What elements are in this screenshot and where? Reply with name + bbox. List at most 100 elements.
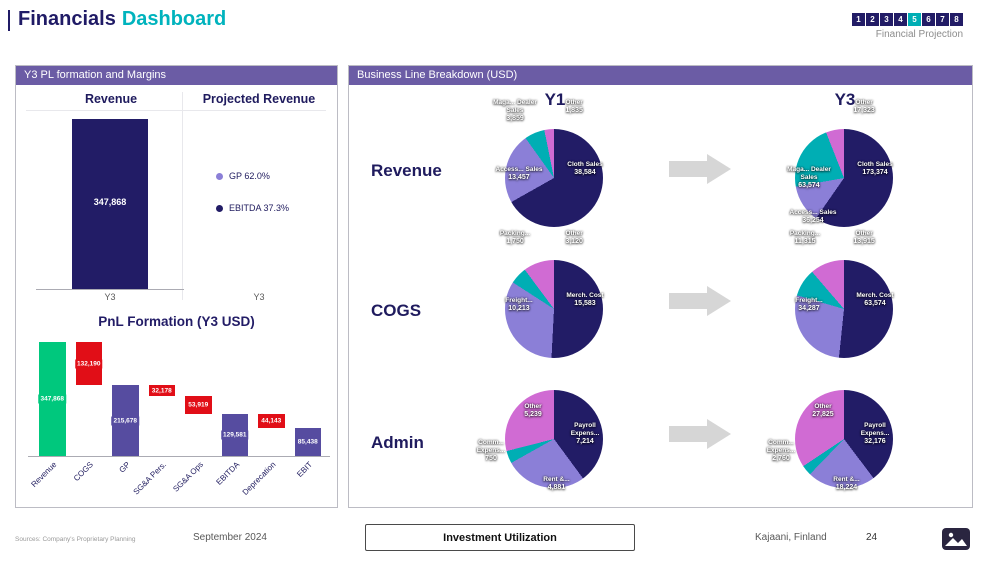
- pie-revenue-y3: Cloth Sales 173,374 Access... Sales 36,254 M…: [787, 99, 893, 227]
- page-button[interactable]: 4: [894, 13, 907, 26]
- waterfall-category-label: SG&A Ops: [170, 460, 205, 494]
- waterfall-column: 347,868 Revenue: [30, 342, 71, 489]
- pager-label: Financial Projection: [875, 29, 963, 40]
- waterfall-bar-value: 132,190: [75, 359, 103, 369]
- footer-date: September 2024: [193, 532, 267, 543]
- pie-disc: [795, 260, 893, 358]
- x-axis-label: Y3: [104, 292, 116, 302]
- row-label-admin: Admin: [371, 433, 424, 452]
- legend-item: GP 62.0%: [216, 171, 289, 181]
- waterfall-bar-value: 215,678: [111, 416, 139, 426]
- waterfall-column: 44,143 Deprecation: [241, 342, 290, 497]
- footer-source: Sources: Company's Proprietary Planning: [15, 536, 136, 543]
- column-header-y3: Y3: [834, 90, 856, 109]
- page-button[interactable]: 1: [852, 13, 865, 26]
- footer-location: Kajaani, Finland: [755, 532, 827, 543]
- pie-slice-label: Packing... 11,315: [789, 230, 821, 245]
- waterfall-category-label: EBIT: [295, 460, 315, 479]
- revenue-bar-chart: 347,868 Y3: [36, 114, 184, 302]
- arrow-icon: [669, 286, 731, 316]
- pie-admin-y3: Payroll Expens... 32,176 Rent &... 18,224 Co…: [767, 390, 893, 491]
- left-panel: Y3 PL formation and Margins Revenue Proj…: [15, 65, 338, 508]
- waterfall-category-label: SG&A Pers.: [131, 460, 169, 497]
- pie-slice-label: Packing... 1,750: [499, 230, 531, 245]
- waterfall-axis-line: [28, 456, 330, 457]
- pie-revenue-y1: Cloth Sales 38,584 Access... Sales 13,457 Ma…: [493, 99, 603, 227]
- waterfall-bar: 53,919: [185, 395, 212, 414]
- row-label-revenue: Revenue: [371, 161, 442, 180]
- waterfall-category-label: Deprecation: [240, 460, 278, 497]
- waterfall-bar-value: 85,438: [295, 437, 320, 447]
- right-panel-header: Business Line Breakdown (USD): [349, 66, 972, 85]
- pie-slice-label: Other 13,915: [853, 230, 875, 245]
- arrow-icon: [669, 154, 731, 184]
- waterfall-category-label: GP: [117, 460, 132, 475]
- page-button[interactable]: 8: [950, 13, 963, 26]
- waterfall-bar: 215,678: [111, 385, 139, 456]
- waterfall-category-label: COGS: [72, 460, 96, 484]
- left-panel-header: Y3 PL formation and Margins: [16, 66, 337, 85]
- column-divider: [182, 92, 183, 300]
- waterfall-bar: 129,581: [221, 413, 249, 456]
- waterfall-bar-value: 347,868: [38, 394, 66, 404]
- pie-admin-y1: Payroll Expens... 7,214 Rent &... 4,881 Comm…: [477, 390, 603, 491]
- waterfall-column: 132,190 COGS: [71, 342, 108, 483]
- pie-disc: [505, 390, 603, 488]
- waterfall-column: 129,581 EBITDA: [214, 342, 254, 487]
- page-number: 24: [866, 532, 878, 543]
- title-accent-mark: [8, 10, 10, 31]
- pie-disc: [505, 129, 603, 227]
- pnl-formation-title: PnL Formation (Y3 USD): [98, 314, 255, 329]
- section-divider: [26, 110, 326, 111]
- pnl-waterfall-chart: 347,868 Revenue 132,190 COGS 215,678 GP 32,178…: [30, 342, 327, 497]
- arrow-icon: [669, 419, 731, 449]
- page-button[interactable]: 6: [922, 13, 935, 26]
- pie-disc: [795, 129, 893, 227]
- waterfall-bar-value: 32,178: [149, 386, 174, 396]
- revenue-chart-title: Revenue: [84, 92, 138, 106]
- revenue-bar-value: 347,868: [93, 197, 127, 208]
- image-icon[interactable]: [941, 527, 971, 551]
- legend-label: GP 62.0%: [229, 171, 270, 181]
- pie-slice-label: Other 3,120: [565, 230, 583, 245]
- pie-disc: [505, 260, 603, 358]
- pie-cogs-y3: Merch. Cost 63,574 Freight... 34,287 Packing…: [790, 230, 894, 358]
- waterfall-bar: 44,143: [258, 413, 285, 429]
- waterfall-bar: 347,868: [38, 342, 66, 456]
- waterfall-bar-value: 129,581: [221, 430, 249, 440]
- legend-item: EBITDA 37.3%: [216, 203, 289, 213]
- projected-x-axis-label: Y3: [253, 292, 265, 302]
- pie-disc: [795, 390, 893, 488]
- waterfall-bar: 85,438: [294, 428, 321, 456]
- projected-legend: GP 62.0% EBITDA 37.3%: [216, 171, 289, 235]
- picture-icon: [942, 528, 970, 550]
- page-button[interactable]: 3: [880, 13, 893, 26]
- waterfall-column: 215,678 GP: [107, 342, 144, 475]
- investment-utilization-button[interactable]: Investment Utilization: [365, 524, 635, 551]
- projected-revenue-title: Projected Revenue: [202, 92, 316, 106]
- x-axis-line: [36, 289, 184, 290]
- page-title-secondary: Dashboard: [121, 8, 227, 30]
- page-title-primary: Financials: [18, 8, 116, 30]
- pie-cogs-y1: Merch. Cost 15,583 Freight... 10,213 Packing…: [500, 230, 604, 358]
- legend-label: EBITDA 37.3%: [229, 203, 290, 213]
- waterfall-category-label: Revenue: [29, 460, 59, 490]
- column-header-y1: Y1: [544, 90, 566, 109]
- page-button[interactable]: 2: [866, 13, 879, 26]
- revenue-bar: 347,868: [72, 119, 148, 289]
- waterfall-bar-value: 44,143: [259, 416, 284, 426]
- waterfall-bar-value: 53,919: [186, 400, 211, 410]
- waterfall-category-label: EBITDA: [214, 460, 242, 487]
- waterfall-column: 32,178 SG&A Pers.: [132, 342, 181, 497]
- row-label-cogs: COGS: [371, 301, 422, 320]
- page-button[interactable]: 5: [908, 13, 921, 26]
- page-title: Financials Dashboard: [18, 8, 226, 31]
- waterfall-column: 53,919 SG&A Ops: [171, 342, 217, 494]
- right-panel: Business Line Breakdown (USD) Y1 Y3 Reve…: [348, 65, 973, 508]
- waterfall-bar: 132,190: [75, 342, 103, 386]
- legend-dot: [216, 172, 223, 180]
- waterfall-bar: 32,178: [148, 385, 175, 396]
- waterfall-column: 85,438 EBIT: [290, 342, 327, 479]
- page-button[interactable]: 7: [936, 13, 949, 26]
